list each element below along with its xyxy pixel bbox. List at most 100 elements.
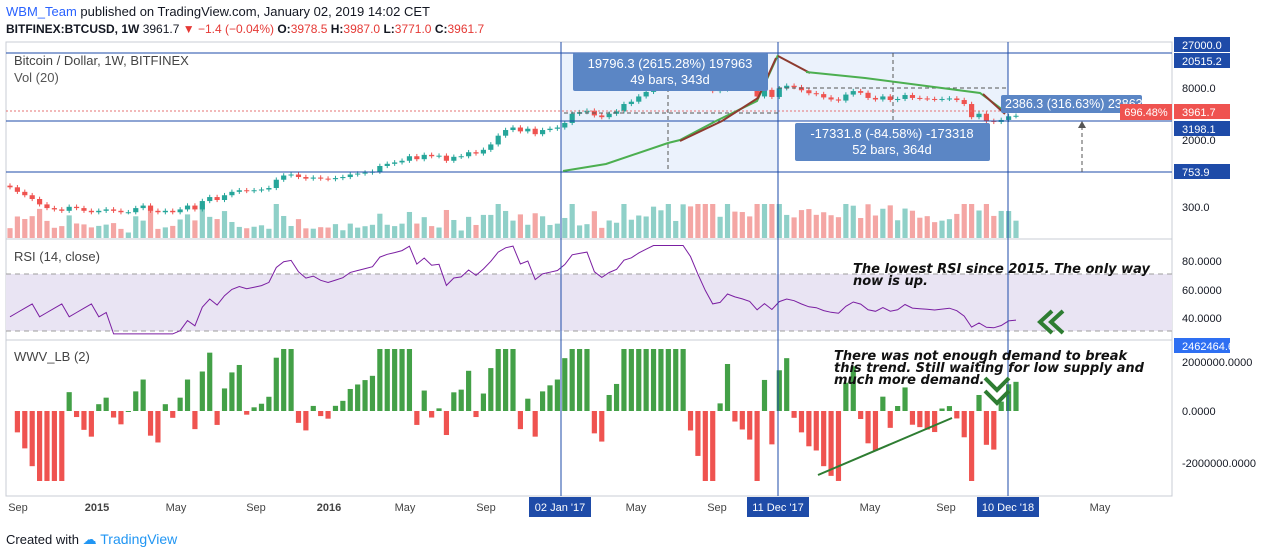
chevron-left-icon: [1037, 309, 1065, 335]
wwv-bar: [976, 394, 982, 411]
close-label: C:: [434, 22, 448, 36]
wwv-bar: [747, 411, 753, 440]
wwv-bar: [628, 349, 634, 411]
candle-body: [754, 87, 760, 97]
footer-created: Created with: [6, 532, 79, 547]
wwv-bar: [318, 411, 324, 417]
time-axis-label: May: [626, 502, 647, 514]
low-label: L:: [383, 22, 395, 36]
candle-body: [932, 98, 938, 100]
volume-bar: [488, 214, 494, 238]
volume-bar: [621, 204, 627, 238]
wwv-bar: [480, 393, 487, 411]
wwv-bar: [207, 352, 213, 411]
volume-bar: [162, 227, 168, 238]
rsi-band: [6, 274, 1172, 331]
wwv-bar: [199, 371, 205, 411]
volume-bar: [776, 204, 782, 238]
volume-bar: [147, 209, 154, 238]
candle-body: [221, 195, 228, 201]
volume-bar: [658, 210, 664, 238]
candle-body: [917, 97, 923, 99]
time-axis-label: 02 Jan '17: [535, 502, 585, 514]
volume-bar: [458, 230, 464, 238]
volume-bar: [872, 215, 879, 238]
volume-bar: [503, 210, 509, 238]
volume-bar: [236, 226, 242, 238]
candle-body: [29, 195, 35, 199]
tradingview-logo[interactable]: ☁ TradingView: [82, 531, 178, 547]
candle-body: [318, 177, 324, 179]
candle-body: [377, 165, 383, 172]
wwv-bar: [125, 411, 131, 412]
volume-bar: [835, 217, 842, 238]
candle-body: [332, 178, 339, 180]
volume-bar: [325, 227, 331, 238]
volume-bar: [798, 210, 805, 238]
candle-body: [214, 197, 220, 201]
time-axis-label: Sep: [707, 502, 727, 514]
volume-bar: [288, 226, 294, 238]
wwv-annotation-line1: There was not enough demand to break: [834, 349, 1129, 364]
candle-body: [192, 205, 198, 210]
time-axis-label: Sep: [936, 502, 956, 514]
volume-bar: [443, 209, 450, 238]
volume-bar: [562, 217, 568, 238]
candle-body: [236, 190, 242, 192]
wwv-bar: [909, 411, 916, 425]
candle-body: [36, 198, 43, 205]
author-link[interactable]: WBM_Team: [6, 4, 77, 19]
trendline-drop[interactable]: [777, 55, 811, 74]
wwv-bar: [133, 391, 139, 411]
volume-bar: [821, 212, 827, 238]
volume-bar: [414, 223, 420, 238]
candle-body: [147, 205, 154, 211]
measure-box-2[interactable]: [795, 123, 990, 161]
volume-bar: [384, 224, 390, 238]
volume-bar: [591, 211, 597, 238]
wwv-bar: [650, 349, 657, 411]
candle-body: [443, 155, 450, 161]
wwv-bar: [443, 411, 450, 436]
wwv-bar: [769, 411, 775, 445]
candle-body: [495, 135, 501, 145]
volume-bar: [954, 213, 960, 238]
wwv-bar: [377, 349, 383, 411]
wwv-bar: [554, 379, 560, 411]
volume-bar: [761, 204, 768, 238]
volume-bar: [739, 212, 745, 238]
wwv-trendline[interactable]: [817, 417, 953, 476]
measure-box-3[interactable]: [1001, 95, 1142, 113]
candle-body: [554, 127, 560, 129]
volume-bar: [118, 228, 124, 238]
price-axis-label: 2000.0: [1182, 135, 1216, 147]
time-axis-label: May: [1090, 502, 1111, 514]
volume-bar: [392, 226, 398, 238]
wwv-bar: [917, 411, 923, 428]
candle-body: [895, 98, 901, 101]
wwv-annotation-line3: much more demand.: [834, 373, 984, 388]
volume-bar: [466, 216, 472, 238]
candle-body: [103, 209, 109, 211]
wwv-bar: [429, 411, 435, 418]
candle-body: [340, 177, 346, 179]
wwv-bar: [295, 411, 302, 423]
volume-bar: [406, 211, 413, 238]
candle-body: [872, 97, 879, 100]
wwv-bar: [347, 388, 353, 411]
candle-body: [547, 128, 553, 131]
volume-bar: [599, 227, 605, 238]
measure-box-2-line1: -17331.8 (-84.58%) -173318: [810, 126, 973, 141]
measure-box-1[interactable]: [573, 53, 768, 91]
volume-bar: [303, 228, 309, 238]
candle-body: [939, 98, 945, 100]
candle-body: [73, 206, 80, 209]
volume-bar: [806, 209, 812, 238]
rsi-annotation-line1: The lowest RSI since 2015. The only way: [853, 262, 1151, 277]
wwv-bar: [525, 398, 531, 411]
candle-body: [414, 156, 420, 160]
measure-box-2-line2: 52 bars, 364d: [852, 142, 932, 157]
candle-body: [983, 113, 990, 121]
